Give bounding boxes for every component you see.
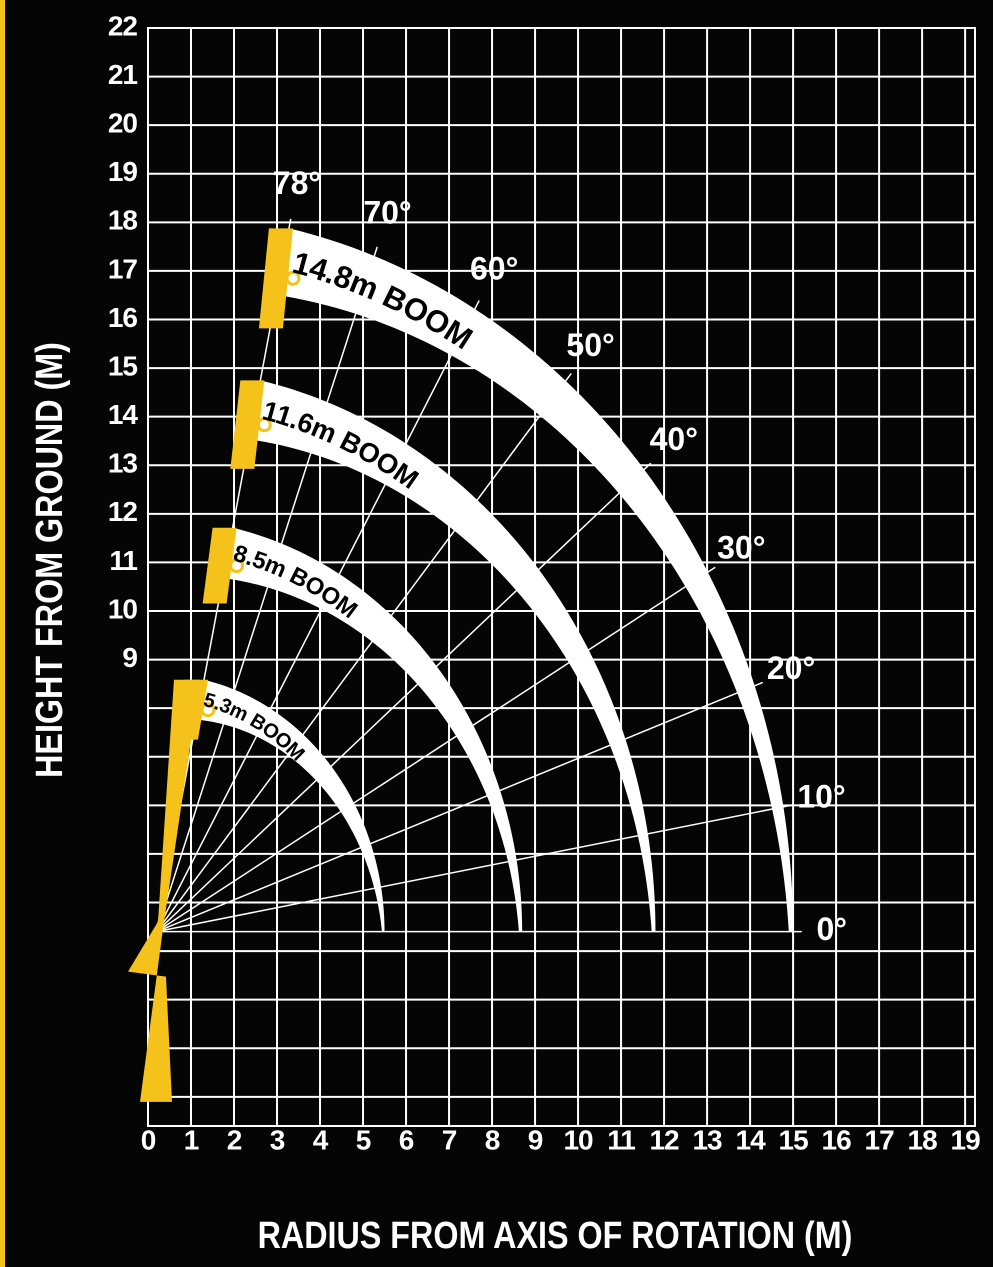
boom-jib	[173, 679, 208, 740]
grid-frame	[147, 27, 976, 1127]
hook	[229, 558, 245, 574]
x-tick-label: 19	[951, 1124, 981, 1155]
y-tick-label: 9	[122, 642, 137, 673]
x-tick-label: 18	[908, 1124, 938, 1155]
x-tick-label: 0	[141, 1124, 156, 1155]
angle-line	[155, 372, 572, 933]
angle-line	[155, 300, 480, 933]
x-tick-label: 2	[227, 1124, 242, 1155]
hook	[285, 270, 301, 286]
boom-arc	[276, 228, 794, 932]
x-tick-label: 14	[736, 1124, 767, 1155]
y-tick-label: 16	[108, 302, 138, 333]
x-tick-label: 6	[399, 1124, 414, 1155]
x-tick-label: 16	[822, 1124, 852, 1155]
boom-arc	[223, 527, 523, 932]
y-tick-label: 12	[108, 496, 138, 527]
x-tick-label: 5	[356, 1124, 371, 1155]
boom-jib	[202, 527, 237, 604]
angle-label: 30°	[717, 530, 765, 566]
x-tick-label: 13	[692, 1124, 722, 1155]
y-tick-label: 15	[108, 350, 138, 381]
angle-label: 78°	[273, 165, 321, 201]
angle-label: 60°	[470, 251, 518, 287]
angle-label: 10°	[797, 779, 845, 815]
y-tick-label: 17	[108, 253, 138, 284]
x-tick-label: 8	[485, 1124, 500, 1155]
x-tick-label: 1	[184, 1124, 199, 1155]
y-tick-label: 13	[108, 448, 138, 479]
y-tick-label: 18	[108, 205, 138, 236]
angle-label: 0°	[816, 911, 847, 947]
hook	[256, 417, 272, 433]
angle-line	[155, 246, 378, 932]
y-tick-label: 20	[108, 108, 138, 139]
crane-column	[128, 679, 200, 1102]
angle-label: 40°	[650, 421, 698, 457]
angle-line	[156, 566, 716, 933]
boom-arc	[249, 380, 656, 932]
boom-arc	[196, 679, 385, 932]
angle-line	[156, 681, 764, 933]
y-tick-label: 14	[108, 399, 139, 430]
x-tick-label: 11	[607, 1124, 635, 1155]
y-tick-label: 22	[108, 10, 138, 41]
y-tick-label: 21	[108, 59, 138, 90]
angle-label: 50°	[566, 327, 614, 363]
y-axis-label: HEIGHT FROM GROUND (M)	[29, 342, 71, 778]
x-tick-label: 12	[649, 1124, 679, 1155]
boom-jib	[230, 380, 265, 469]
y-tick-label: 10	[108, 593, 138, 624]
x-tick-label: 10	[563, 1124, 593, 1155]
hook	[200, 702, 216, 718]
y-tick-label: 11	[109, 545, 137, 576]
x-tick-label: 17	[865, 1124, 895, 1155]
x-tick-label: 15	[779, 1124, 809, 1155]
angle-label: 20°	[767, 650, 815, 686]
angle-line	[156, 462, 652, 933]
x-tick-label: 4	[313, 1124, 329, 1155]
x-tick-label: 7	[442, 1124, 457, 1155]
x-axis-label: RADIUS FROM AXIS OF ROTATION (M)	[258, 1215, 853, 1257]
angle-label: 70°	[363, 194, 411, 230]
boom-jib	[258, 228, 293, 329]
x-tick-label: 3	[270, 1124, 285, 1155]
x-tick-label: 9	[528, 1124, 543, 1155]
angle-line	[156, 804, 793, 933]
edge-strip	[0, 0, 5, 1267]
y-tick-label: 19	[108, 156, 138, 187]
